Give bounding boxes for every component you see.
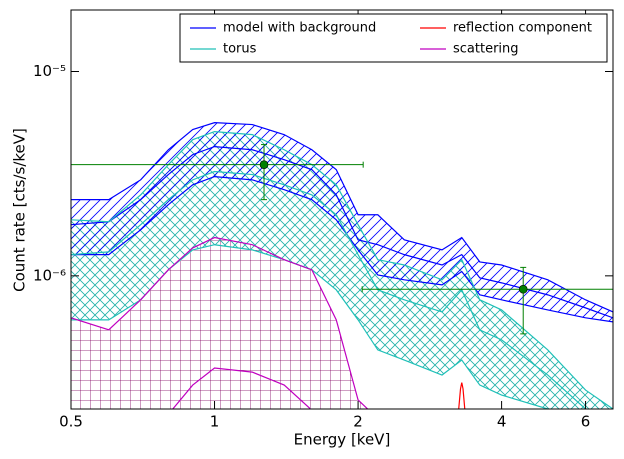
- reflection-line: [458, 382, 466, 409]
- model-line: [171, 367, 312, 409]
- legend-label: scattering: [453, 42, 519, 57]
- data-point: [259, 160, 269, 169]
- plot-frame: [70, 9, 614, 410]
- y-tick-label: 10⁻⁶: [33, 266, 66, 284]
- legend-label: model with background: [223, 21, 376, 36]
- x-tick-label: 1: [210, 413, 220, 431]
- band-edge: [71, 131, 613, 409]
- legend-label: reflection component: [453, 21, 592, 36]
- x-tick-label: 4: [497, 413, 507, 431]
- data-point: [518, 284, 528, 294]
- confidence-band: [71, 122, 613, 322]
- y-tick-label: 10⁻⁵: [33, 62, 66, 80]
- x-tick-label: 0.5: [59, 413, 83, 431]
- legend-box: [179, 13, 608, 63]
- confidence-band: [71, 237, 378, 409]
- x-tick-label: 6: [581, 413, 591, 431]
- model-line: [71, 146, 613, 319]
- y-axis-label: Count rate [cts/s/keV]: [11, 128, 29, 292]
- model-line: [71, 170, 587, 409]
- band-edge: [71, 122, 613, 313]
- x-tick-label: 2: [353, 413, 363, 431]
- band-edge: [71, 236, 369, 409]
- confidence-band: [71, 131, 613, 409]
- legend-label: torus: [223, 42, 257, 57]
- x-axis-label: Energy [keV]: [294, 431, 391, 449]
- plot-area: [71, 122, 613, 409]
